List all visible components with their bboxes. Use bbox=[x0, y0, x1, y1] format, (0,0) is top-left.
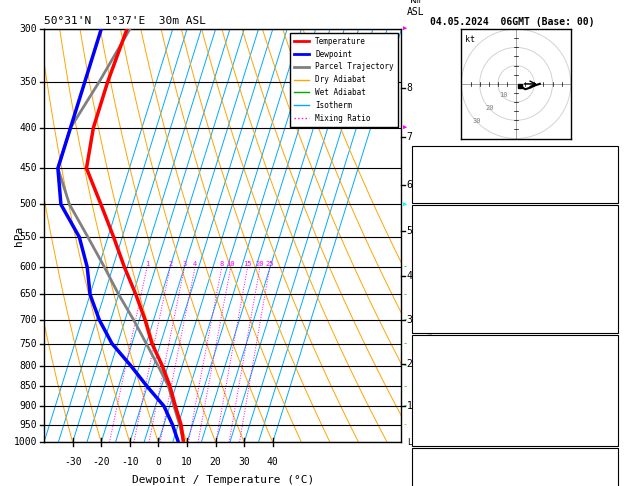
Text: 04.05.2024  06GMT (Base: 00): 04.05.2024 06GMT (Base: 00) bbox=[430, 17, 595, 27]
Text: 2: 2 bbox=[168, 261, 172, 267]
Text: kt: kt bbox=[465, 35, 475, 44]
Text: LCL: LCL bbox=[407, 438, 422, 447]
Text: θₑ (K): θₑ (K) bbox=[415, 377, 450, 387]
Text: 450: 450 bbox=[19, 163, 37, 174]
Text: 400: 400 bbox=[19, 123, 37, 133]
Text: 4: 4 bbox=[407, 271, 413, 281]
Text: Dewp (°C): Dewp (°C) bbox=[415, 246, 467, 257]
Text: 4: 4 bbox=[193, 261, 198, 267]
Text: 25: 25 bbox=[265, 261, 274, 267]
Text: -: - bbox=[403, 339, 408, 348]
Text: -30: -30 bbox=[64, 457, 81, 467]
Text: 44: 44 bbox=[604, 170, 616, 180]
Text: 600: 600 bbox=[19, 262, 37, 272]
Text: 700: 700 bbox=[19, 315, 37, 325]
Text: 1: 1 bbox=[145, 261, 149, 267]
Text: 3: 3 bbox=[407, 315, 413, 325]
Text: θₑ(K): θₑ(K) bbox=[415, 264, 444, 275]
Text: 2: 2 bbox=[407, 359, 413, 368]
Text: 300: 300 bbox=[598, 377, 616, 387]
Text: -: - bbox=[403, 382, 408, 391]
Text: 0: 0 bbox=[610, 431, 616, 441]
Text: Lifted Index: Lifted Index bbox=[415, 282, 485, 293]
Text: -: - bbox=[403, 290, 408, 299]
Text: Temp (°C): Temp (°C) bbox=[415, 228, 467, 239]
Text: Most Unstable: Most Unstable bbox=[477, 341, 554, 351]
Text: 10: 10 bbox=[499, 92, 507, 98]
Text: -: - bbox=[403, 315, 408, 324]
Text: 17: 17 bbox=[604, 152, 616, 162]
Text: 925: 925 bbox=[598, 359, 616, 369]
Text: 5: 5 bbox=[407, 226, 413, 236]
Text: 298: 298 bbox=[598, 264, 616, 275]
Text: -: - bbox=[403, 420, 408, 429]
Text: -: - bbox=[403, 401, 408, 411]
Text: Surface: Surface bbox=[494, 210, 536, 221]
Text: Mixing Ratio (g/kg): Mixing Ratio (g/kg) bbox=[426, 262, 435, 358]
Text: Lifted Index: Lifted Index bbox=[415, 395, 485, 405]
Text: 800: 800 bbox=[19, 361, 37, 371]
Text: 0: 0 bbox=[155, 457, 162, 467]
Text: 8: 8 bbox=[220, 261, 224, 267]
Text: 850: 850 bbox=[19, 382, 37, 392]
Text: hPa: hPa bbox=[14, 226, 24, 246]
Text: 30: 30 bbox=[472, 118, 481, 124]
Text: 900: 900 bbox=[19, 401, 37, 411]
Text: 650: 650 bbox=[19, 290, 37, 299]
Text: 950: 950 bbox=[19, 419, 37, 430]
Text: CAPE (J): CAPE (J) bbox=[415, 413, 462, 423]
Legend: Temperature, Dewpoint, Parcel Trajectory, Dry Adiabat, Wet Adiabat, Isotherm, Mi: Temperature, Dewpoint, Parcel Trajectory… bbox=[290, 33, 398, 126]
Text: Dewpoint / Temperature (°C): Dewpoint / Temperature (°C) bbox=[131, 475, 314, 486]
Text: -10: -10 bbox=[121, 457, 138, 467]
Text: 20: 20 bbox=[209, 457, 221, 467]
Text: CIN (J): CIN (J) bbox=[415, 431, 455, 441]
Text: Totals Totals: Totals Totals bbox=[415, 170, 491, 180]
Text: K: K bbox=[415, 152, 420, 162]
Text: Pressure (mb): Pressure (mb) bbox=[415, 359, 491, 369]
Text: CIN (J): CIN (J) bbox=[415, 318, 455, 329]
Text: 10: 10 bbox=[226, 261, 235, 267]
Text: 750: 750 bbox=[19, 339, 37, 348]
Text: Hodograph: Hodograph bbox=[489, 454, 542, 464]
Text: ▶: ▶ bbox=[403, 125, 407, 131]
Text: 500: 500 bbox=[19, 199, 37, 209]
Text: ▶: ▶ bbox=[403, 201, 407, 208]
Text: 350: 350 bbox=[19, 77, 37, 87]
Text: 0: 0 bbox=[610, 318, 616, 329]
Text: CAPE (J): CAPE (J) bbox=[415, 300, 462, 311]
Text: 6: 6 bbox=[407, 180, 413, 190]
Text: 20: 20 bbox=[486, 105, 494, 111]
Text: 20: 20 bbox=[256, 261, 264, 267]
Text: 1.5: 1.5 bbox=[598, 188, 616, 198]
Text: 7: 7 bbox=[610, 395, 616, 405]
Text: ▶: ▶ bbox=[403, 26, 407, 32]
Text: 3: 3 bbox=[182, 261, 187, 267]
Text: 1: 1 bbox=[407, 401, 413, 411]
Text: 50°31'N  1°37'E  30m ASL: 50°31'N 1°37'E 30m ASL bbox=[44, 16, 206, 26]
Text: 7: 7 bbox=[407, 132, 413, 142]
Text: 300: 300 bbox=[19, 24, 37, 34]
Text: 0: 0 bbox=[610, 300, 616, 311]
Text: 7: 7 bbox=[610, 246, 616, 257]
Text: -: - bbox=[403, 361, 408, 370]
Text: 8: 8 bbox=[407, 83, 413, 93]
Text: -3: -3 bbox=[604, 472, 616, 482]
Text: EH: EH bbox=[415, 472, 426, 482]
Text: 1000: 1000 bbox=[13, 437, 37, 447]
Text: © weatheronline.co.uk: © weatheronline.co.uk bbox=[460, 468, 565, 477]
Text: PW (cm): PW (cm) bbox=[415, 188, 455, 198]
Text: 0: 0 bbox=[610, 413, 616, 423]
Text: 550: 550 bbox=[19, 232, 37, 242]
Text: 10: 10 bbox=[181, 457, 193, 467]
Text: 8: 8 bbox=[610, 282, 616, 293]
Text: km
ASL: km ASL bbox=[407, 0, 425, 17]
Text: 8.8: 8.8 bbox=[598, 228, 616, 239]
Text: -20: -20 bbox=[92, 457, 110, 467]
Text: 40: 40 bbox=[267, 457, 279, 467]
Text: 30: 30 bbox=[238, 457, 250, 467]
Text: 15: 15 bbox=[243, 261, 252, 267]
Text: -: - bbox=[403, 262, 408, 272]
